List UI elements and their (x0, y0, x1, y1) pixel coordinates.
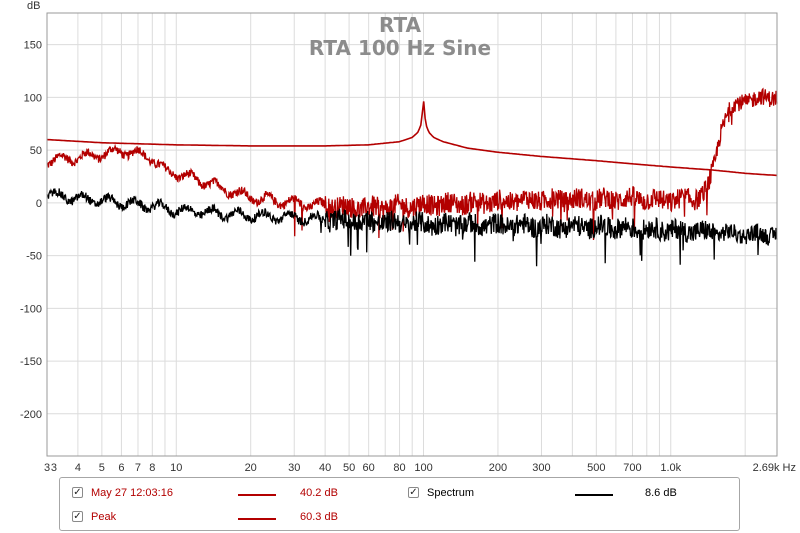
legend-label-spectrum: Spectrum (427, 487, 475, 499)
x-tick-label: 4 (75, 462, 81, 474)
legend-label-peak: Peak (91, 511, 117, 523)
series-line-spectrum (46, 188, 778, 267)
legend-swatch-peak (238, 518, 276, 520)
y-tick-label: -200 (20, 409, 42, 421)
x-tick-label: 20 (245, 462, 257, 474)
legend-value-may27: 40.2 dB (300, 487, 338, 499)
y-tick-label: 0 (36, 198, 42, 210)
legend-swatch-spectrum (575, 494, 613, 496)
chart-title: RTA (379, 13, 422, 37)
x-tick-label: 30 (288, 462, 300, 474)
x-tick-label: 500 (587, 462, 605, 474)
legend-checkbox-peak[interactable]: ✓ (72, 511, 83, 522)
x-tick-label: 10 (170, 462, 182, 474)
x-tick-label: 2.69k Hz (753, 462, 796, 474)
chart-subtitle: RTA 100 Hz Sine (309, 36, 491, 60)
x-tick-label: 8 (149, 462, 155, 474)
x-tick-label: 50 (343, 462, 355, 474)
x-tick-label: 200 (489, 462, 507, 474)
legend-panel: ✓ May 27 12:03:16 40.2 dB ✓ Spectrum 8.6… (59, 477, 740, 531)
x-tick-label: 300 (532, 462, 550, 474)
series-line-peak (46, 87, 778, 241)
legend-checkbox-may27[interactable]: ✓ (72, 487, 83, 498)
x-tick-label: 3 (51, 462, 57, 474)
legend-checkbox-spectrum[interactable]: ✓ (408, 487, 419, 498)
x-tick-label: 3 (44, 462, 50, 474)
y-tick-label: 50 (30, 145, 42, 157)
legend-label-may27: May 27 12:03:16 (91, 487, 173, 499)
x-tick-label: 6 (118, 462, 124, 474)
x-tick-label: 1.0k (660, 462, 681, 474)
x-tick-label: 40 (319, 462, 331, 474)
y-axis-label: dB (27, 0, 40, 12)
legend-value-spectrum: 8.6 dB (645, 487, 677, 499)
legend-row-1: ✓ May 27 12:03:16 40.2 dB ✓ Spectrum 8.6… (60, 483, 741, 503)
y-tick-label: -100 (20, 303, 42, 315)
y-tick-label: 150 (24, 40, 42, 52)
y-tick-label: -50 (26, 251, 42, 263)
x-tick-label: 5 (99, 462, 105, 474)
x-tick-label: 80 (393, 462, 405, 474)
legend-value-peak: 60.3 dB (300, 511, 338, 523)
x-tick-label: 100 (414, 462, 432, 474)
legend-row-2: ✓ Peak 60.3 dB (60, 507, 741, 527)
legend-swatch-may27 (238, 494, 276, 496)
rta-chart: dB 150 100 50 0 -50 -100 -150 -200 3 3 4 5 6 7 8 10 20 30 4… (20, 0, 796, 474)
y-tick-label: -150 (20, 356, 42, 368)
x-tick-label: 7 (135, 462, 141, 474)
x-tick-label: 700 (623, 462, 641, 474)
y-tick-label: 100 (24, 92, 42, 104)
x-tick-label: 60 (363, 462, 375, 474)
plot-frame (46, 12, 778, 457)
series-line-may-27-12-03-16 (46, 101, 778, 177)
